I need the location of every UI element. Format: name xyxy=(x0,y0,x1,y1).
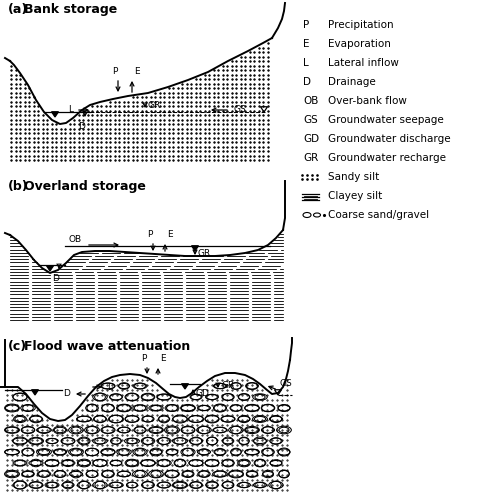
Text: L: L xyxy=(303,58,309,68)
Polygon shape xyxy=(46,266,54,271)
Text: P: P xyxy=(148,230,152,239)
Text: GR: GR xyxy=(198,248,211,257)
Text: GR: GR xyxy=(148,102,161,110)
Polygon shape xyxy=(5,360,290,492)
Polygon shape xyxy=(32,390,38,395)
Polygon shape xyxy=(192,246,198,251)
Text: Groundwater discharge: Groundwater discharge xyxy=(328,134,450,144)
Text: Drainage: Drainage xyxy=(328,77,376,87)
Text: P: P xyxy=(142,354,146,363)
Text: D: D xyxy=(52,274,60,283)
Text: Lateral inflow: Lateral inflow xyxy=(328,58,399,68)
Text: GS: GS xyxy=(233,106,246,114)
Text: GS: GS xyxy=(280,379,293,388)
Text: Clayey silt: Clayey silt xyxy=(328,191,382,201)
Text: L: L xyxy=(68,106,73,114)
Text: Groundwater recharge: Groundwater recharge xyxy=(328,153,446,163)
Text: E: E xyxy=(160,354,166,363)
Text: GS: GS xyxy=(303,115,318,125)
Text: (a): (a) xyxy=(8,3,28,16)
Text: GR: GR xyxy=(221,382,234,390)
Text: Overland storage: Overland storage xyxy=(24,180,146,193)
Text: GD: GD xyxy=(196,388,210,397)
Text: E: E xyxy=(303,39,310,49)
Text: Groundwater seepage: Groundwater seepage xyxy=(328,115,444,125)
Text: Bank storage: Bank storage xyxy=(24,3,117,16)
Text: D: D xyxy=(63,389,70,398)
Text: (b): (b) xyxy=(8,180,28,193)
Text: Precipitation: Precipitation xyxy=(328,20,394,30)
Text: Over-bank flow: Over-bank flow xyxy=(328,96,407,106)
Text: P: P xyxy=(112,67,117,76)
Text: (c): (c) xyxy=(8,340,27,353)
Polygon shape xyxy=(10,38,272,161)
Text: P: P xyxy=(303,20,309,30)
Text: Flood wave attenuation: Flood wave attenuation xyxy=(24,340,190,353)
Polygon shape xyxy=(10,230,283,321)
Text: Evaporation: Evaporation xyxy=(328,39,391,49)
Text: Sandy silt: Sandy silt xyxy=(328,172,380,182)
Polygon shape xyxy=(52,112,59,117)
Polygon shape xyxy=(182,384,188,389)
Text: OB: OB xyxy=(303,96,318,106)
Text: GD: GD xyxy=(303,134,319,144)
Text: Coarse sand/gravel: Coarse sand/gravel xyxy=(328,210,429,220)
Text: L: L xyxy=(107,383,112,391)
Text: D: D xyxy=(78,122,86,131)
Text: D: D xyxy=(303,77,311,87)
Text: E: E xyxy=(134,67,140,76)
Text: OB: OB xyxy=(69,235,82,244)
Text: GR: GR xyxy=(303,153,318,163)
Text: E: E xyxy=(167,230,172,239)
